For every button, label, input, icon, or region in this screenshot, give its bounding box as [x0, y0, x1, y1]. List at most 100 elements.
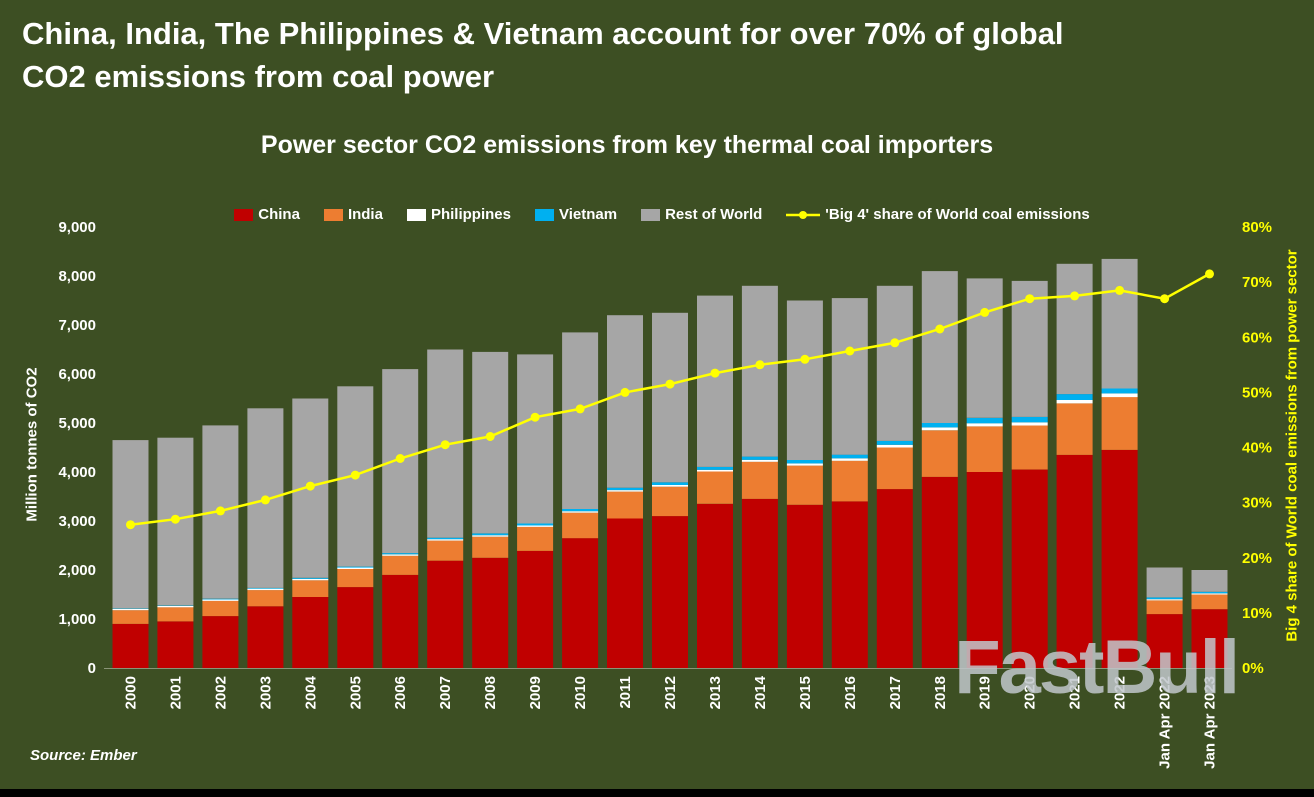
bar-segment-india	[607, 491, 643, 519]
big4-share-point	[575, 404, 585, 414]
legend-item-big4-line: 'Big 4' share of World coal emissions	[786, 206, 1090, 223]
bar-segment-vietnam	[517, 523, 554, 526]
left-axis-tick: 6,000	[58, 366, 96, 383]
bar-segment-vietnam	[157, 605, 194, 606]
big4-share-point	[260, 495, 270, 505]
bar-segment-rest-of-world	[562, 332, 599, 509]
bar-segment-philippines	[292, 578, 329, 581]
bar-segment-philippines	[112, 608, 149, 611]
bar-segment-india	[292, 580, 329, 597]
category-label: 2003	[257, 676, 274, 709]
category-label: 2014	[752, 675, 769, 709]
big4-share-point	[1070, 291, 1080, 301]
bar-segment-vietnam	[652, 482, 688, 485]
category-label: 2006	[392, 676, 409, 709]
bar-segment-vietnam	[697, 466, 733, 470]
big4-share-point	[1160, 294, 1170, 304]
bar-segment-philippines	[697, 469, 733, 472]
bar-segment-rest-of-world	[876, 285, 913, 441]
big4-share-point	[170, 514, 180, 524]
bar-segment-china	[697, 503, 733, 668]
category-label: 2009	[527, 676, 544, 709]
bar-segment-philippines	[382, 554, 419, 556]
bar-segment-vietnam	[607, 487, 643, 491]
category-label: Jan Apr 2022	[1157, 676, 1174, 769]
bar-segment-china	[1191, 609, 1228, 668]
bar-segment-india	[697, 471, 733, 504]
category-label: 2007	[437, 676, 454, 709]
category-label: 2018	[932, 676, 949, 709]
category-label: 2022	[1112, 676, 1129, 709]
bar-segment-vietnam	[472, 533, 509, 536]
bar-segment-china	[337, 587, 374, 668]
bar-segment-philippines	[786, 463, 823, 466]
bar-segment-china	[966, 472, 1003, 668]
bar-segment-china	[1056, 454, 1093, 668]
big4-share-point	[1025, 294, 1035, 304]
bar-segment-india	[427, 540, 464, 561]
right-axis-title: Big 4 share of World coal emissions from…	[1283, 249, 1301, 642]
bar-segment-china	[1011, 469, 1048, 668]
category-label: 2017	[887, 676, 904, 709]
legend-label-china: China	[258, 206, 300, 223]
bar-segment-china	[1101, 449, 1138, 668]
right-axis-tick: 50%	[1242, 384, 1272, 401]
bar-segment-india	[1101, 397, 1138, 450]
bar-segment-rest-of-world	[921, 271, 958, 423]
bar-segment-china	[112, 623, 149, 668]
right-axis-tick: 20%	[1242, 550, 1272, 567]
bar-segment-rest-of-world	[517, 354, 554, 524]
category-label: 2005	[347, 676, 364, 709]
big4-share-point	[215, 506, 225, 516]
category-label: 2020	[1022, 676, 1039, 709]
bar-segment-china	[517, 550, 554, 668]
bar-segment-philippines	[607, 490, 643, 492]
big4-share-point	[1115, 285, 1125, 295]
bar-segment-rest-of-world	[1101, 258, 1138, 389]
right-axis-tick: 30%	[1242, 495, 1272, 512]
legend-item-china: China	[234, 206, 300, 223]
bar-segment-vietnam	[966, 417, 1003, 424]
big4-line-marker-icon	[786, 210, 821, 219]
left-axis-title: Million tonnes of CO2	[23, 367, 41, 522]
bar-segment-china	[292, 597, 329, 668]
bar-segment-philippines	[741, 459, 778, 462]
bar-segment-vietnam	[876, 440, 913, 445]
bar-segment-vietnam	[382, 553, 419, 555]
bar-segment-vietnam	[292, 577, 329, 579]
rest-of-world-swatch-icon	[641, 208, 661, 221]
bar-segment-rest-of-world	[1056, 263, 1093, 395]
left-axis-tick: 3,000	[58, 513, 96, 530]
left-axis-tick: 4,000	[58, 464, 96, 481]
big4-share-point	[845, 346, 855, 356]
category-label: 2011	[617, 676, 634, 709]
bar-segment-rest-of-world	[1191, 570, 1228, 592]
bar-segment-philippines	[337, 567, 374, 569]
big4-share-point	[485, 432, 495, 441]
big4-share-point	[665, 379, 675, 389]
bar-segment-vietnam	[921, 423, 958, 428]
bar-segment-vietnam	[1011, 416, 1048, 423]
bar-segment-philippines	[562, 511, 599, 513]
bar-segment-china	[427, 560, 464, 668]
bar-segment-rest-of-world	[741, 285, 778, 457]
left-axis-tick: 8,000	[58, 268, 96, 285]
legend-label-vietnam: Vietnam	[558, 206, 618, 223]
bar-segment-china	[921, 476, 958, 668]
chart-legend: China India Philippines Vietnam Rest of …	[95, 206, 1229, 223]
bar-segment-india	[1191, 594, 1228, 610]
bar-segment-vietnam	[786, 460, 823, 464]
bar-segment-india	[966, 426, 1003, 472]
category-label: 2001	[167, 676, 184, 709]
bar-segment-philippines	[1011, 422, 1048, 426]
legend-label-rest-of-world: Rest of World	[665, 206, 763, 223]
bar-segment-vietnam	[1191, 591, 1228, 594]
bar-segment-rest-of-world	[697, 295, 733, 467]
bar-segment-vietnam	[1056, 394, 1093, 400]
bar-segment-china	[786, 504, 823, 668]
bar-segment-rest-of-world	[472, 351, 509, 534]
legend-label-philippines: Philippines	[430, 206, 511, 223]
category-label: 2010	[572, 676, 589, 709]
bar-segment-india	[1011, 425, 1048, 470]
bar-segment-china	[607, 518, 643, 668]
